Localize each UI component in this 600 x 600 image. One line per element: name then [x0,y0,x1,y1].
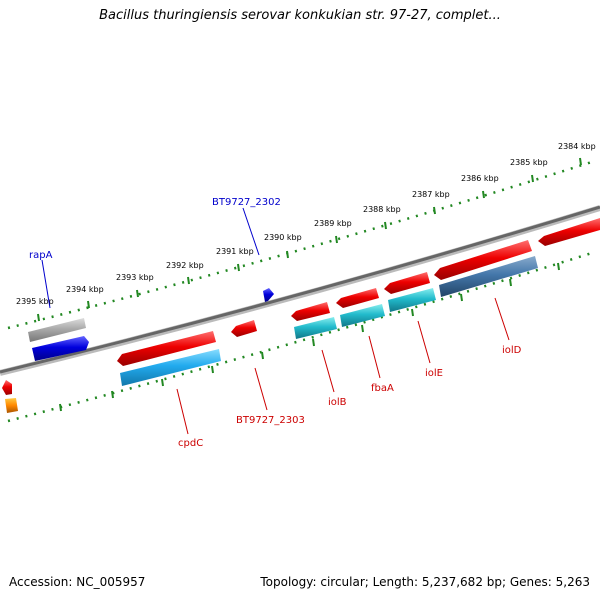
gene-partial-left[interactable] [2,380,12,395]
gene-label-iolB: iolB [328,397,347,408]
kbp-label: 2391 kbp [216,247,254,256]
cds-partial-left[interactable] [5,398,18,413]
cds-iolB[interactable] [294,317,337,339]
gene-rapA-feature[interactable] [28,318,86,342]
cds-iolD[interactable] [439,256,538,297]
kbp-label: 2393 kbp [116,273,154,282]
kbp-label: 2390 kbp [264,233,302,242]
gene-label-iolD: iolD [502,345,522,356]
gene-label-iolE: iolE [425,368,443,379]
topology-text: Topology: circular; Length: 5,237,682 bp… [260,575,590,589]
gene-rapA[interactable] [32,336,89,361]
gene-BT9727_2303[interactable] [231,320,257,337]
cds-fbaA[interactable] [340,304,385,327]
gene-iolB[interactable] [291,302,330,321]
kbp-label: 2386 kbp [461,174,499,183]
gene-label-cpdC: cpdC [178,438,203,449]
cds-iolE[interactable] [388,288,436,312]
map-title: Bacillus thuringiensis serovar konkukian… [99,8,501,23]
kbp-label: 2392 kbp [166,261,204,270]
cds-cpdC[interactable] [120,349,221,386]
kbp-label: 2389 kbp [314,219,352,228]
gene-label-fbaA: fbaA [371,383,394,394]
kbp-label: 2384 kbp [558,142,596,151]
gene-fbaA[interactable] [336,288,379,308]
gene-iolD[interactable] [434,240,532,280]
kbp-labels: 2395 kbp 2394 kbp 2393 kbp 2392 kbp 2391… [16,142,596,306]
kbp-label: 2395 kbp [16,297,54,306]
gene-iolE[interactable] [384,272,430,294]
outer-major-ticks [37,157,582,322]
kbp-label: 2388 kbp [363,205,401,214]
gene-cpdC[interactable] [117,331,216,366]
gene-label-BT9727_2303: BT9727_2303 [236,415,305,426]
accession-text: Accession: NC_005957 [9,575,146,589]
kbp-label: 2387 kbp [412,190,450,199]
leader-lines [41,207,510,435]
inner-major-ticks [59,262,560,412]
gene-partial-right[interactable] [538,218,600,246]
gene-labels: rapA BT9727_2302 cpdC BT9727_2303 iolB f… [29,197,522,449]
outer-tick-track [7,159,596,330]
gene-label-rapA: rapA [29,250,53,261]
gene-BT9727_2302[interactable] [263,288,274,302]
kbp-label: 2385 kbp [510,158,548,167]
gene-label-BT9727_2302: BT9727_2302 [212,197,281,208]
kbp-label: 2394 kbp [66,285,104,294]
genome-backbone-core [0,205,600,374]
